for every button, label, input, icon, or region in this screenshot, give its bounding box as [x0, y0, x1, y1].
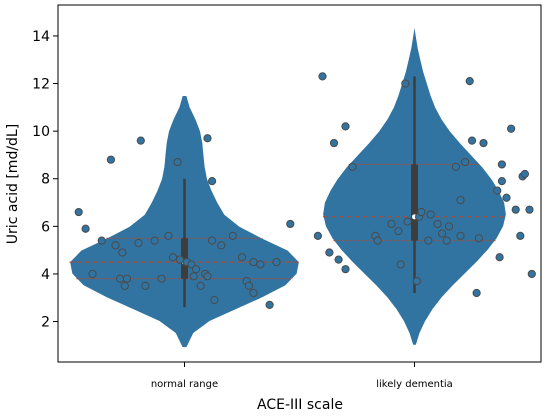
data-point	[203, 272, 212, 281]
data-point	[173, 157, 182, 167]
data-point	[438, 229, 447, 238]
data-point	[495, 253, 504, 262]
data-point	[122, 274, 132, 283]
data-point	[313, 231, 322, 240]
y-axis-title: Uric acid [md/dL]	[5, 124, 21, 244]
data-point	[456, 231, 465, 240]
data-point	[203, 134, 212, 143]
data-point	[433, 219, 442, 229]
data-point	[136, 136, 145, 145]
y-tick-label: 2	[41, 315, 50, 331]
data-point	[472, 288, 481, 298]
data-point	[502, 193, 511, 202]
data-point	[442, 236, 451, 245]
data-point	[286, 219, 295, 229]
data-point	[527, 269, 536, 279]
data-point	[396, 260, 405, 269]
data-point	[106, 155, 116, 164]
data-point	[403, 217, 412, 226]
data-point	[120, 281, 129, 290]
data-point	[191, 265, 201, 274]
data-point	[210, 296, 219, 305]
data-point	[451, 162, 460, 171]
data-point	[134, 238, 143, 248]
data-point	[237, 253, 247, 262]
data-point	[456, 196, 465, 205]
data-point	[465, 77, 474, 86]
data-point	[394, 227, 403, 236]
iqr-box	[411, 164, 418, 241]
data-point	[341, 265, 350, 274]
data-point	[74, 207, 83, 217]
data-point	[150, 236, 159, 245]
data-point	[97, 236, 106, 245]
data-point	[249, 257, 258, 267]
data-point	[118, 248, 127, 257]
x-axis-ticks: normal range likely dementia	[151, 362, 453, 390]
data-point	[116, 274, 125, 283]
data-point	[196, 281, 205, 290]
data-point	[479, 138, 488, 148]
x-tick-label: likely dementia	[376, 379, 453, 390]
y-axis-ticks: 2 4 6 8 10 12 14	[32, 29, 58, 331]
data-point	[387, 219, 396, 229]
data-point	[157, 274, 166, 283]
data-point	[249, 288, 258, 298]
data-point	[412, 276, 421, 286]
data-point	[329, 138, 339, 148]
y-tick-label: 4	[41, 267, 50, 283]
data-point	[507, 124, 516, 133]
x-axis-title: ACE-III scale	[257, 397, 343, 413]
data-point	[497, 177, 506, 186]
data-point	[341, 122, 350, 131]
data-point	[467, 136, 477, 145]
data-point	[516, 231, 525, 240]
data-point	[256, 260, 265, 269]
data-point	[401, 79, 410, 88]
data-point	[525, 205, 534, 214]
data-point	[461, 157, 470, 167]
data-point	[444, 222, 454, 231]
data-point	[474, 234, 483, 243]
y-tick-label: 8	[41, 172, 50, 188]
data-point	[208, 236, 217, 245]
data-point	[164, 231, 173, 240]
data-point	[334, 255, 343, 264]
plot-frame	[57, 4, 542, 363]
data-point	[497, 160, 506, 169]
iqr-box	[181, 238, 188, 279]
data-point	[318, 72, 327, 81]
y-tick-label: 10	[32, 124, 50, 140]
data-point	[168, 253, 178, 262]
data-point	[493, 186, 502, 195]
data-point	[228, 231, 237, 240]
data-point	[141, 281, 150, 290]
x-tick-label: normal range	[151, 379, 218, 390]
data-point	[272, 257, 281, 267]
y-tick-label: 14	[32, 29, 50, 45]
data-point	[265, 300, 274, 309]
data-point	[189, 272, 198, 281]
data-point	[111, 241, 120, 250]
data-point	[81, 224, 90, 233]
data-point	[208, 177, 217, 186]
data-point	[217, 241, 226, 250]
data-point	[88, 269, 97, 279]
data-point	[175, 255, 184, 264]
data-point	[244, 281, 253, 290]
data-point	[373, 236, 382, 245]
data-point	[511, 205, 520, 214]
y-tick-label: 6	[41, 219, 50, 235]
data-point	[348, 162, 357, 171]
data-point	[520, 169, 530, 179]
data-point	[417, 207, 426, 217]
data-point	[325, 248, 334, 257]
data-point	[426, 210, 435, 219]
y-tick-label: 12	[32, 77, 50, 93]
data-point	[424, 236, 433, 245]
points-layer	[74, 72, 536, 309]
